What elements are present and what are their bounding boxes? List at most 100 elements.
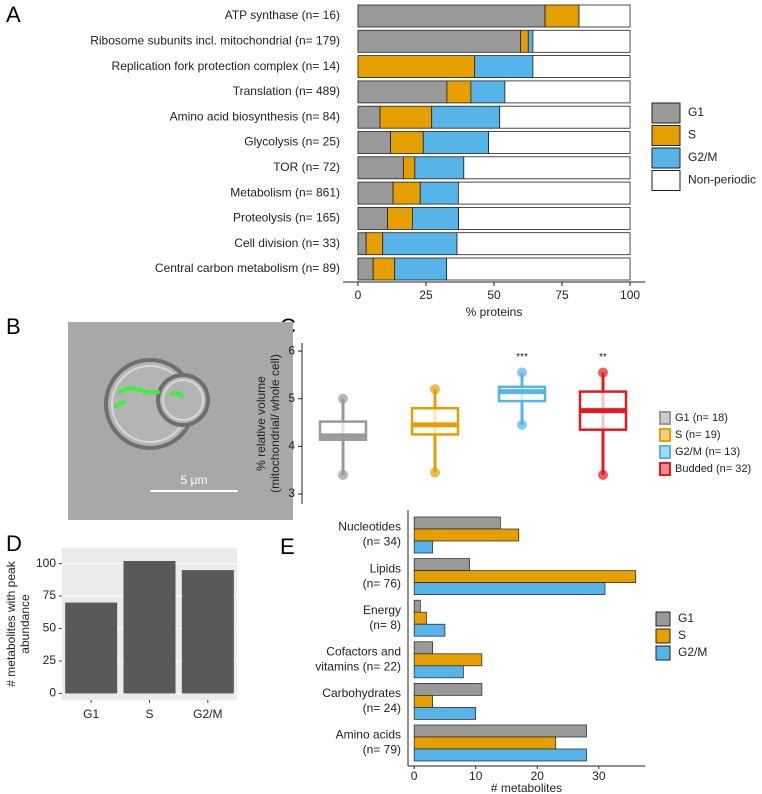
bar-segment	[382, 232, 458, 256]
legend-key	[659, 445, 671, 459]
y-tick-label: 5	[288, 391, 295, 405]
bar-segment	[372, 257, 396, 281]
bar-segment	[357, 105, 381, 129]
bar	[413, 582, 606, 595]
bar	[413, 736, 557, 750]
y-tick-label: 0	[49, 686, 56, 700]
bar	[413, 724, 587, 738]
legend-label: Budded (n= 32)	[675, 463, 751, 475]
y-tick-label: Glycolysis (n= 25)	[244, 135, 340, 149]
y-tick-label: Translation (n= 489)	[233, 84, 340, 98]
bar-segment	[387, 206, 413, 230]
x-tick-label: 0	[411, 769, 418, 783]
bar-segment	[446, 80, 472, 104]
y-tick-label: Carbohydrates	[322, 686, 401, 700]
panel-label: E	[280, 534, 295, 559]
y-axis-title: # metabolites with peak	[4, 560, 18, 686]
x-axis-title: # metabolites	[491, 781, 562, 794]
bar-segment	[411, 206, 460, 230]
significance: **	[599, 352, 607, 363]
legend-label: G1 (n= 18)	[675, 412, 728, 424]
y-tick-label: (n= 79)	[363, 743, 401, 757]
legend-key	[655, 645, 671, 661]
bar-segment	[520, 29, 529, 53]
bar-segment	[390, 131, 424, 154]
legend-key	[659, 462, 671, 476]
y-tick-label: Energy	[363, 603, 401, 617]
y-tick-label: Cofactors and	[326, 644, 401, 658]
bar-segment	[499, 105, 631, 129]
bar-segment	[357, 232, 367, 256]
x-tick-label: G2/M	[193, 707, 222, 721]
whisker-end	[598, 469, 608, 480]
legend-key	[651, 147, 681, 169]
whisker-end	[517, 419, 527, 430]
legend-key	[655, 611, 671, 627]
y-tick-label: 6	[288, 343, 295, 357]
x-axis-title: % proteins	[466, 305, 523, 319]
y-axis-title: (mitochondrial/ whole cell)	[268, 354, 282, 493]
bar-segment	[402, 156, 416, 180]
bar-segment	[357, 257, 374, 281]
bar-segment	[578, 4, 631, 28]
bar-segment	[463, 156, 631, 180]
bar	[123, 560, 176, 694]
y-axis-title: % relative volume	[254, 376, 268, 471]
legend-label: S	[688, 128, 696, 142]
legend-label: S (n= 19)	[675, 429, 721, 441]
y-tick-label: 4	[288, 439, 295, 453]
micrograph: 5 μm	[68, 322, 293, 520]
x-tick-label: 10	[469, 769, 483, 783]
bar-segment	[379, 105, 433, 129]
bar-segment	[422, 131, 489, 154]
box	[410, 407, 460, 436]
y-tick-label: ATP synthase (n= 16)	[225, 8, 340, 22]
bar-segment	[394, 257, 448, 281]
whisker-end	[338, 393, 348, 404]
bar-segment	[504, 80, 631, 104]
bar-segment	[357, 131, 392, 154]
y-tick-label: (n= 8)	[369, 618, 401, 632]
scale-bar-label: 5 μm	[181, 473, 208, 487]
panel-label: A	[6, 2, 21, 27]
bar-segment	[474, 55, 534, 78]
bar-segment	[431, 105, 501, 129]
bud	[156, 373, 210, 427]
bar-segment	[419, 181, 459, 205]
legend-key	[659, 428, 671, 442]
bar-segment	[357, 55, 476, 78]
bar-segment	[365, 232, 384, 256]
x-tick-label: 50	[487, 288, 501, 302]
whisker-end	[430, 384, 440, 395]
bar-segment	[544, 4, 580, 28]
bar	[413, 611, 427, 625]
legend-key	[651, 125, 681, 146]
significance: ***	[516, 352, 528, 363]
legend-key	[651, 102, 681, 124]
whisker-end	[598, 367, 608, 378]
legend-label: Non-periodic	[688, 173, 756, 187]
whisker-end	[338, 469, 348, 480]
legend-label: G1	[688, 105, 704, 119]
bar-segment	[446, 257, 631, 281]
y-tick-label: Amino acid biosynthesis (n= 84)	[170, 109, 340, 123]
legend-label: G2/M	[678, 645, 707, 659]
bar	[413, 599, 421, 613]
bar-segment	[488, 131, 631, 154]
bar	[413, 516, 501, 530]
y-tick-label: 25	[43, 653, 57, 667]
bar	[413, 570, 637, 583]
y-tick-label: (n= 24)	[363, 701, 401, 715]
panel-label: D	[6, 531, 22, 556]
x-tick-label: 100	[620, 288, 640, 302]
x-tick-label: 0	[355, 288, 362, 302]
legend-label: G2/M (n= 13)	[675, 446, 740, 458]
x-tick-label: G1	[83, 707, 99, 721]
bud-edge	[162, 379, 204, 421]
y-tick-label: 50	[43, 621, 57, 635]
bar-segment	[357, 29, 522, 53]
bar-segment	[357, 206, 389, 230]
y-tick-label: Replication fork protection complex (n= …	[112, 59, 340, 73]
y-tick-label: 3	[288, 486, 295, 500]
